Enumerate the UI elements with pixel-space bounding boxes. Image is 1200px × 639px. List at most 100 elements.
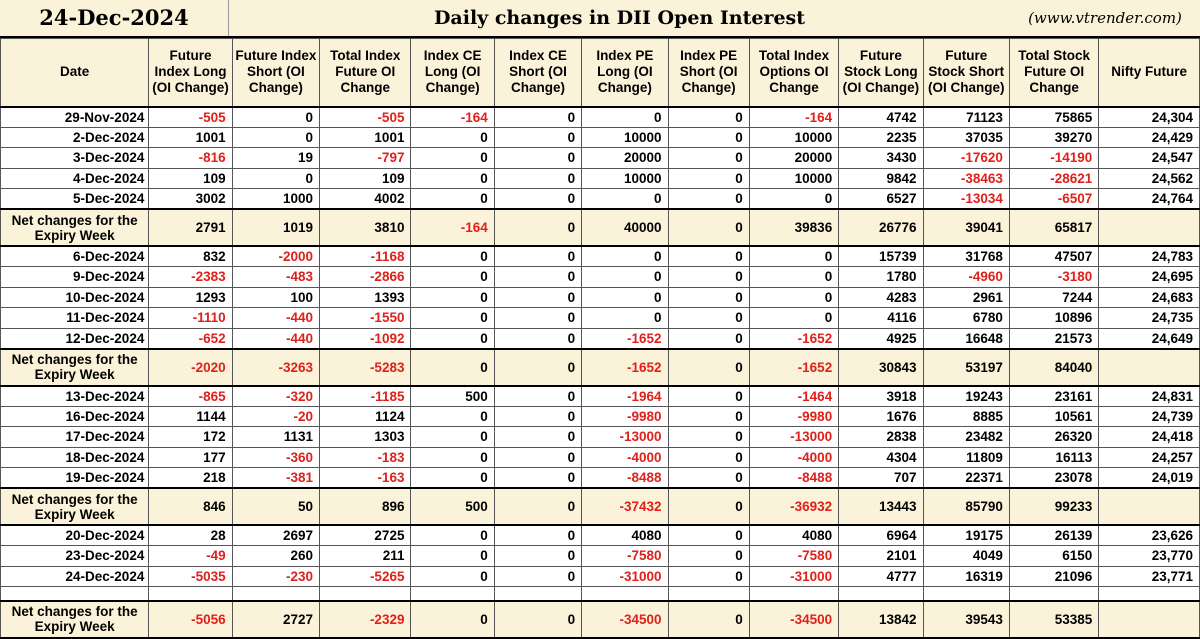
value-cell: 1001 (319, 126, 412, 148)
value-cell: 7244 (1008, 286, 1100, 308)
value-cell: 0 (493, 106, 583, 128)
value-cell: 20000 (581, 147, 669, 169)
value-cell: 85790 (922, 487, 1010, 526)
value-cell: 0 (493, 565, 583, 587)
table-row: 5-Dec-2024 3002 1000 4002 0 0 0 0 0 6527 -13034 -65… (0, 188, 1200, 210)
value-cell: 2961 (922, 286, 1010, 308)
column-header: Future Stock Long (OI Change) (838, 38, 924, 108)
value-cell: 26139 (1008, 524, 1100, 546)
value-cell: -440 (231, 327, 321, 349)
value-cell: -1464 (748, 385, 840, 407)
value-cell: -17620 (922, 147, 1010, 169)
value-cell: 0 (493, 347, 583, 387)
value-cell: 218 (148, 467, 233, 489)
value-cell (493, 586, 583, 601)
value-cell: -31000 (581, 565, 669, 587)
net-change-row: Net changes for the Expiry Week 2791 1019 3… (0, 208, 1200, 247)
table-row: 6-Dec-2024 832 -2000 -1168 0 0 0 0 0 15739 31768 47… (0, 245, 1200, 267)
value-cell: 10561 (1008, 405, 1100, 427)
value-cell: -440 (231, 307, 321, 329)
value-cell: -163 (319, 467, 412, 489)
value-cell: 0 (410, 266, 495, 288)
value-cell: 6964 (838, 524, 924, 546)
table-row: 13-Dec-2024 -865 -320 -1185 500 0 -1964 0 -1464 3… (0, 385, 1200, 407)
value-cell: 0 (410, 347, 495, 387)
date-cell: 3-Dec-2024 (0, 147, 150, 169)
value-cell: 8885 (922, 405, 1010, 427)
date-cell: 29-Nov-2024 (0, 106, 150, 128)
value-cell: -164 (410, 106, 495, 128)
net-change-row: Net changes for the Expiry Week -5056 2727… (0, 599, 1200, 639)
table-header: Date Future Index Long (OI Change) Future … (0, 38, 1200, 108)
value-cell: 0 (581, 106, 669, 128)
table-row: 20-Dec-2024 28 2697 2725 0 0 4080 0 4080 6964 1917… (0, 524, 1200, 546)
value-cell: 0 (667, 245, 750, 267)
value-cell: 0 (410, 426, 495, 448)
value-cell: 0 (410, 167, 495, 189)
value-cell: 0 (493, 208, 583, 247)
value-cell: 0 (493, 426, 583, 448)
value-cell: 53385 (1008, 599, 1100, 639)
value-cell: 0 (493, 487, 583, 526)
value-cell: -8488 (581, 467, 669, 489)
value-cell: 1676 (838, 405, 924, 427)
value-cell (319, 586, 412, 601)
value-cell: -4960 (922, 266, 1010, 288)
value-cell: 39543 (922, 599, 1010, 639)
value-cell: -9980 (581, 405, 669, 427)
value-cell: 0 (410, 126, 495, 148)
value-cell: 0 (667, 208, 750, 247)
value-cell: 0 (667, 147, 750, 169)
value-cell (231, 586, 321, 601)
value-cell (838, 586, 924, 601)
value-cell: -5265 (319, 565, 412, 587)
value-cell: 31768 (922, 245, 1010, 267)
value-cell: 39836 (748, 208, 840, 247)
table-row: 24-Dec-2024 -5035 -230 -5265 0 0 -31000 0 -31000… (0, 565, 1200, 587)
value-cell: -2866 (319, 266, 412, 288)
value-cell: 0 (493, 327, 583, 349)
value-cell: 39041 (922, 208, 1010, 247)
value-cell: 65817 (1008, 208, 1100, 247)
value-cell (922, 586, 1010, 601)
column-header: Total Index Options OI Change (748, 38, 840, 108)
value-cell: 1001 (148, 126, 233, 148)
value-cell: 22371 (922, 467, 1010, 489)
value-cell: 23078 (1008, 467, 1100, 489)
date-cell: 10-Dec-2024 (0, 286, 150, 308)
header-row: Date Future Index Long (OI Change) Future … (0, 38, 1200, 108)
value-cell: 832 (148, 245, 233, 267)
value-cell: 1019 (231, 208, 321, 247)
value-cell: 3918 (838, 385, 924, 407)
value-cell: -5283 (319, 347, 412, 387)
value-cell: 13443 (838, 487, 924, 526)
column-header: Future Index Long (OI Change) (148, 38, 233, 108)
value-cell: -1550 (319, 307, 412, 329)
value-cell: 4777 (838, 565, 924, 587)
value-cell: 24,257 (1098, 446, 1200, 468)
value-cell: -1168 (319, 245, 412, 267)
column-header: Index CE Short (OI Change) (493, 38, 583, 108)
value-cell: 0 (493, 188, 583, 210)
value-cell: 53197 (922, 347, 1010, 387)
value-cell: 109 (319, 167, 412, 189)
value-cell: -320 (231, 385, 321, 407)
net-change-row: Net changes for the Expiry Week -2020 -326… (0, 347, 1200, 387)
value-cell: 21573 (1008, 327, 1100, 349)
value-cell: 23482 (922, 426, 1010, 448)
value-cell: 3430 (838, 147, 924, 169)
value-cell: -183 (319, 446, 412, 468)
value-cell: 24,764 (1098, 188, 1200, 210)
table-row: 11-Dec-2024 -1110 -440 -1550 0 0 0 0 0 4116 6780 10… (0, 307, 1200, 329)
value-cell: 23161 (1008, 385, 1100, 407)
column-header: Nifty Future (1098, 38, 1200, 108)
value-cell: 0 (748, 286, 840, 308)
value-cell: -4000 (581, 446, 669, 468)
value-cell: 0 (410, 446, 495, 468)
value-cell: 24,562 (1098, 167, 1200, 189)
value-cell: -2329 (319, 599, 412, 639)
value-cell: -7580 (581, 545, 669, 567)
value-cell: 0 (493, 266, 583, 288)
column-header: Index PE Long (OI Change) (581, 38, 669, 108)
value-cell: -5056 (148, 599, 233, 639)
